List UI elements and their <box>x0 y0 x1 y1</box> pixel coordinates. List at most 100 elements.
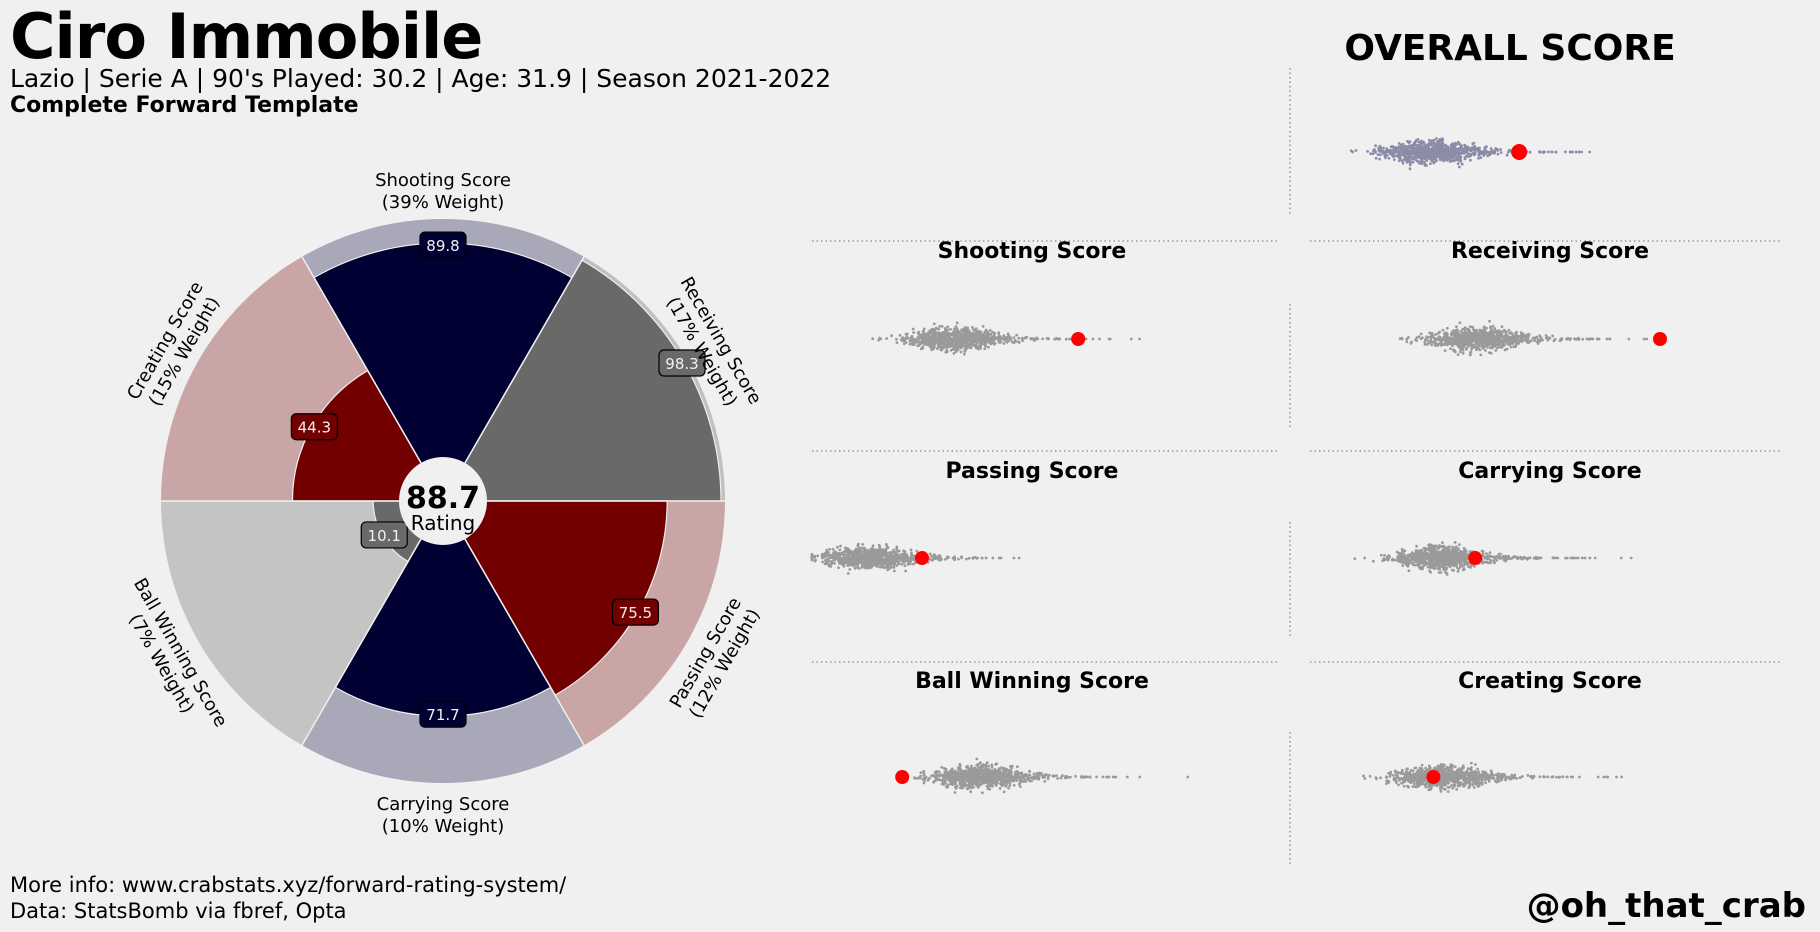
shooting-score-point <box>991 330 994 334</box>
receiving-score-point <box>1490 338 1494 341</box>
shooting-score-point <box>993 331 996 335</box>
overall-score-point <box>1407 154 1410 158</box>
overall-score-point <box>1455 142 1459 146</box>
overall-score-point <box>1428 149 1431 153</box>
shooting-score-point <box>933 334 937 338</box>
shooting-score-point <box>924 333 927 337</box>
carrying-score-point <box>1454 545 1458 549</box>
receiving-score-point <box>1525 338 1529 342</box>
overall-score-point <box>1423 150 1427 153</box>
carrying-score-point <box>1513 555 1516 558</box>
carrying-score-point <box>1593 556 1597 560</box>
shooting-score-point <box>917 335 921 339</box>
shooting-score-point <box>918 341 921 344</box>
passing-score-point <box>838 548 842 552</box>
receiving-score-point <box>1491 324 1495 328</box>
overall-score-point <box>1366 150 1369 153</box>
creating-score-value-text: 44.3 <box>298 419 331 437</box>
carrying-score-point <box>1491 555 1495 559</box>
ball-winning-score-point <box>1047 773 1051 777</box>
carrying-score-point <box>1414 549 1418 552</box>
passing-score-point <box>882 558 886 562</box>
carrying-score-point <box>1517 556 1521 560</box>
receiving-score-point <box>1500 325 1504 329</box>
carrying-score-point <box>1453 541 1457 544</box>
receiving-score-point <box>1508 337 1511 341</box>
carrying-score-point <box>1434 555 1438 559</box>
shooting-score-point <box>1017 336 1021 340</box>
shooting-score-point <box>932 342 936 346</box>
overall-score-point <box>1389 145 1393 149</box>
ball-winning-score-point <box>1002 790 1006 794</box>
carrying-score-point <box>1455 550 1459 553</box>
passing-score-point <box>883 549 887 553</box>
carrying-score-point <box>1407 569 1411 573</box>
carrying-score-point <box>1551 556 1555 560</box>
carrying-score-point <box>1499 556 1503 560</box>
receiving-score-point <box>1480 343 1484 347</box>
overall-score-point <box>1371 152 1375 156</box>
overall-score-point <box>1438 150 1441 154</box>
carrying-score-point <box>1436 547 1439 550</box>
overall-score-point <box>1453 146 1457 150</box>
carrying-score-point <box>1440 565 1443 568</box>
passing-score-point <box>855 548 858 552</box>
overall-score-point <box>1376 153 1380 157</box>
receiving-score-point <box>1457 333 1461 337</box>
overall-score-point <box>1463 143 1467 147</box>
receiving-score-point <box>1433 336 1436 340</box>
passing-score-point <box>973 555 977 559</box>
overall-score-point <box>1477 153 1481 157</box>
overall-score-point <box>1382 146 1385 150</box>
shooting-score-point <box>938 344 942 347</box>
carrying-score-point <box>1494 555 1498 558</box>
overall-score-point <box>1401 161 1405 165</box>
shooting-score-point <box>981 342 984 346</box>
receiving-score-point <box>1507 328 1511 332</box>
page-title: Ciro Immobile <box>10 0 483 73</box>
receiving-score-point <box>1443 349 1447 352</box>
passing-score-point <box>821 556 824 560</box>
overall-score-point <box>1387 156 1391 160</box>
passing-score-point <box>932 553 936 556</box>
shooting-score-point <box>937 338 940 341</box>
receiving-score-point <box>1463 341 1467 345</box>
receiving-score-point <box>1400 336 1404 340</box>
overall-score-point <box>1420 146 1423 150</box>
overall-score-point <box>1436 139 1439 143</box>
overall-score-point <box>1457 149 1461 153</box>
passing-score-point <box>907 561 911 564</box>
passing-score-point <box>882 561 886 564</box>
ball-winning-score-value-text: 10.1 <box>368 527 401 545</box>
passing-score-point <box>837 566 840 570</box>
overall-score-point <box>1458 142 1462 146</box>
ball-winning-score-point <box>998 787 1002 790</box>
passing-score-point <box>875 562 879 566</box>
overall-score-point <box>1507 149 1511 153</box>
receiving-score-point <box>1425 335 1428 339</box>
overall-score-point <box>1421 152 1424 156</box>
receiving-score-point <box>1484 332 1488 335</box>
overall-score-point <box>1409 145 1413 149</box>
carrying-score-point <box>1448 552 1452 556</box>
carrying-score-weight: (10% Weight) <box>382 816 504 837</box>
carrying-score-point <box>1400 547 1404 551</box>
ball-winning-score-point <box>978 761 982 765</box>
ball-winning-score-point <box>941 774 945 778</box>
overall-score-point <box>1427 144 1430 148</box>
receiving-score-point <box>1490 331 1494 335</box>
overall-score-point <box>1574 150 1578 154</box>
overall-score-point <box>1434 146 1438 150</box>
shooting-score-label: Shooting Score(39% Weight) <box>375 170 511 213</box>
receiving-score-point <box>1478 336 1481 339</box>
shooting-score-point <box>964 348 967 352</box>
shooting-score-point <box>952 330 956 334</box>
passing-score-point <box>813 559 817 563</box>
receiving-score-point <box>1512 335 1516 338</box>
shooting-score-point <box>911 327 915 331</box>
shooting-score-point <box>935 340 939 344</box>
passing-score-point <box>866 556 869 559</box>
carrying-score-point <box>1353 557 1357 560</box>
shooting-score-point <box>945 329 948 333</box>
passing-score-point <box>892 566 896 569</box>
